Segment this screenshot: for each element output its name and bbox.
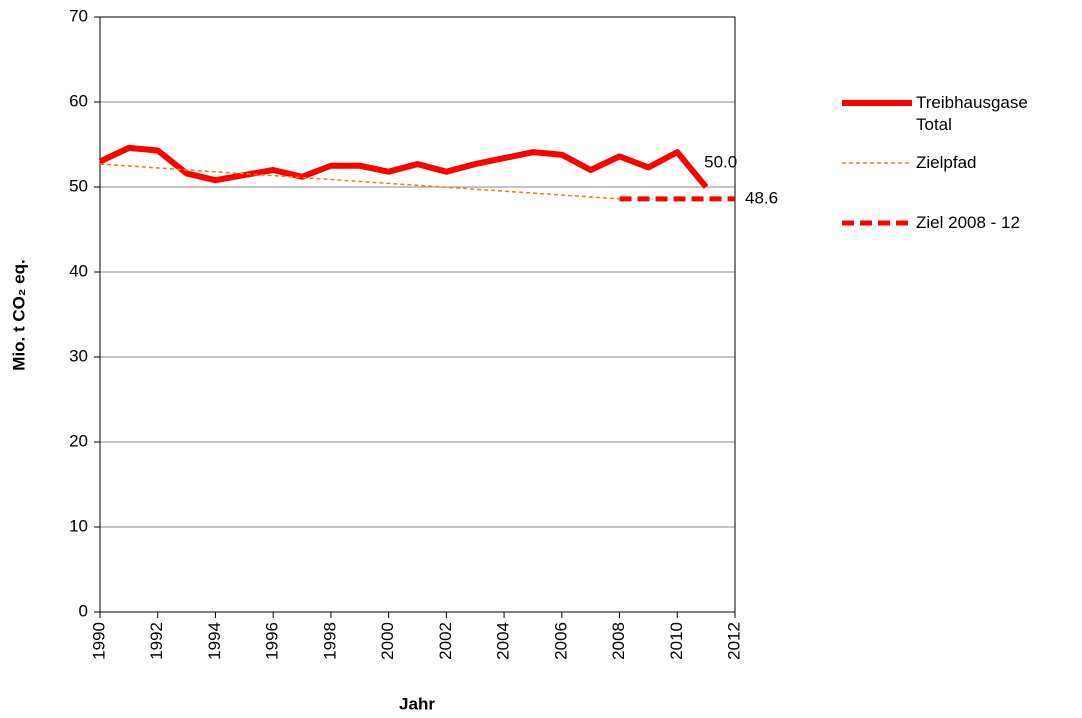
x-tick-label: 2000: [378, 622, 397, 660]
legend-swatch: [842, 162, 912, 164]
x-tick-label: 1994: [205, 622, 224, 660]
y-axis-title: Mio. t CO₂ eq.: [9, 259, 28, 370]
legend: Treibhausgase Total Zielpfad Ziel 2008 - 1…: [840, 92, 1080, 272]
legend-item: Treibhausgase Total: [840, 92, 1080, 134]
x-tick-label: 2008: [609, 622, 628, 660]
x-tick-label: 2004: [494, 622, 513, 660]
legend-item: Zielpfad: [840, 152, 1080, 192]
x-tick-label: 2002: [436, 622, 455, 660]
series-line: [99, 163, 620, 200]
y-tick-label: 70: [69, 6, 88, 25]
plot-frame: [99, 16, 736, 613]
x-tick-label: 1992: [147, 622, 166, 660]
series-line: [98, 144, 709, 189]
y-tick-label: 40: [69, 261, 88, 280]
x-tick-label: 1998: [320, 622, 339, 660]
x-tick-label: 2012: [724, 622, 743, 660]
y-tick-label: 30: [69, 346, 88, 365]
legend-swatch: [842, 220, 912, 226]
data-label: 50.0: [704, 152, 737, 171]
y-tick-label: 50: [69, 176, 88, 195]
legend-item: Ziel 2008 - 12: [840, 212, 1080, 252]
y-tick-label: 20: [69, 431, 88, 450]
x-tick-label: 2006: [551, 622, 570, 660]
legend-label: Ziel 2008 - 12: [916, 213, 1020, 232]
x-tick-label: 2010: [667, 622, 686, 660]
y-tick-label: 0: [79, 601, 88, 620]
legend-label: Zielpfad: [916, 153, 977, 172]
x-tick-label: 1990: [89, 622, 108, 660]
y-tick-label: 10: [69, 516, 88, 535]
legend-swatch: [842, 100, 912, 106]
x-axis-title: Jahr: [399, 694, 435, 713]
legend-label: Treibhausgase Total: [916, 93, 1028, 134]
y-tick-label: 60: [69, 91, 88, 110]
x-tick-label: 1996: [263, 622, 282, 660]
data-label: 48.6: [745, 188, 778, 207]
